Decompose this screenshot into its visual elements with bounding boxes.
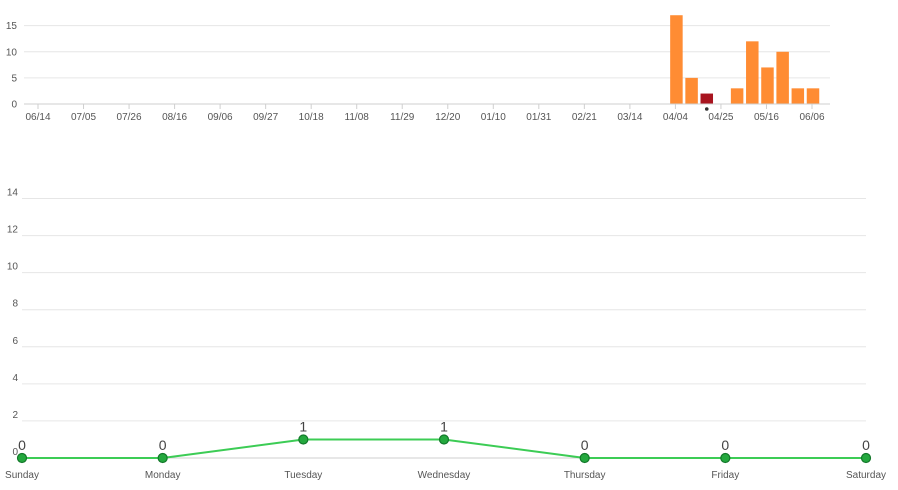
line-chart-x-tick-label: Sunday	[5, 470, 39, 481]
line-chart-x-tick-label: Wednesday	[418, 470, 471, 481]
line-chart-y-tick-label: 14	[7, 188, 19, 199]
line-chart-y-tick-label: 2	[12, 410, 18, 421]
bar-chart-x-tick-label: 01/31	[526, 112, 551, 123]
line-chart-x-tick-label: Thursday	[564, 470, 606, 481]
line-chart-y-tick-label: 4	[12, 373, 18, 384]
line-chart-x-tick-label: Tuesday	[284, 470, 322, 481]
weekday-line-chart: 0 2 4 6 8 10 12 14 0 Sunday 0 Monday 1 Tuesday 1 Wednes…	[5, 188, 886, 481]
bar-chart-x-tick-label: 03/14	[617, 112, 642, 123]
line-chart-x-tick-label: Monday	[145, 470, 181, 481]
bar-chart-bar	[761, 67, 774, 104]
bar-chart-bar	[685, 77, 698, 104]
line-chart-point	[298, 434, 309, 445]
line-chart-y-tick-label: 8	[12, 299, 18, 310]
bar-chart-x-tick-label: 01/10	[481, 112, 506, 123]
bar-chart-x-tick-label: 11/08	[345, 112, 370, 123]
bar-chart-x-tick-label: 07/26	[117, 112, 142, 123]
line-chart-x-tick-label: Saturday	[846, 470, 886, 481]
bar-chart-x-tick-label: 10/18	[299, 112, 324, 123]
bar-chart-x-tick-label: 09/06	[208, 112, 233, 123]
bar-chart-bar	[776, 51, 789, 104]
line-chart-point	[579, 452, 590, 464]
bar-chart-y-tick-label: 0	[11, 100, 17, 111]
line-chart-point	[157, 452, 168, 464]
line-chart-data-label: 0	[18, 437, 26, 453]
bar-chart-x-tick-label: 06/06	[799, 112, 824, 123]
line-chart-data-label: 1	[440, 418, 448, 434]
bar-chart-x-tick-label: 12/20	[435, 112, 460, 123]
weekly-bar-chart: 0 5 10 15 06/14 07/05 07/26 08/16 09/06 09/27 10/1…	[6, 15, 830, 123]
bar-chart-bar	[700, 93, 714, 104]
bar-chart-x-tick-label: 09/27	[253, 112, 278, 123]
bar-chart-bar	[806, 88, 820, 104]
bar-chart-bar	[670, 15, 683, 105]
bar-chart-x-tick-label: 05/16	[754, 112, 779, 123]
line-chart-data-label: 0	[862, 437, 870, 453]
bar-chart-y-tick-label: 10	[6, 47, 18, 58]
bar-chart-x-tick-label: 08/16	[162, 112, 187, 123]
bar-chart-x-tick-label: 06/14	[25, 112, 50, 123]
line-chart-data-label: 0	[159, 437, 167, 453]
bar-chart-x-tick-label: 11/29	[390, 112, 415, 123]
line-chart-point	[720, 452, 731, 464]
line-chart-y-tick-label: 6	[12, 336, 18, 347]
line-chart-data-label: 0	[721, 437, 729, 453]
line-chart-point	[16, 452, 28, 464]
line-chart-x-tick-label: Friday	[711, 470, 739, 481]
bar-chart-bar	[791, 88, 805, 104]
bar-chart-x-tick-label: 07/05	[71, 112, 96, 123]
line-chart-y-tick-label: 12	[7, 225, 19, 236]
line-chart-data-label: 1	[299, 418, 307, 434]
bar-chart-y-tick-label: 15	[6, 21, 18, 32]
bar-chart-bar	[746, 41, 759, 104]
bar-chart-y-tick-label: 5	[11, 73, 17, 84]
bar-chart-x-tick-label: 04/04	[663, 112, 688, 123]
line-chart-point	[438, 434, 450, 445]
line-chart-y-tick-label: 0	[12, 447, 18, 458]
line-chart-data-label: 0	[581, 437, 589, 453]
line-chart-y-tick-label: 10	[7, 262, 19, 273]
bar-chart-x-tick-label: 04/25	[708, 112, 733, 123]
bar-chart-x-tick-label: 02/21	[572, 112, 597, 123]
line-chart-point	[860, 452, 872, 464]
bar-chart-marker-dot	[704, 107, 709, 111]
bar-chart-bar	[730, 88, 744, 104]
